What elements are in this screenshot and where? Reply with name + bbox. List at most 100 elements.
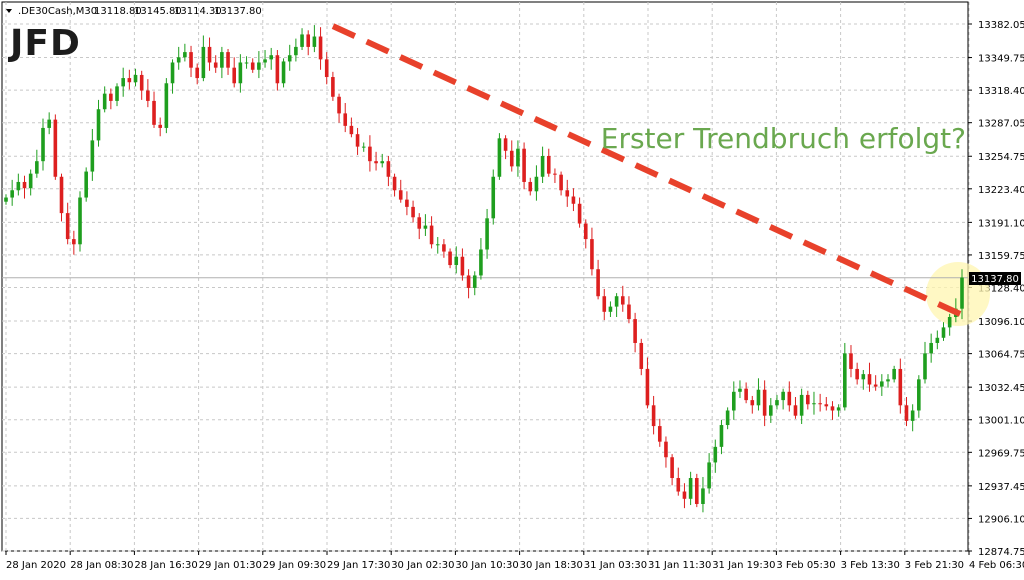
candle [201,35,206,82]
x-axis: 28 Jan 2020 28 Jan 08:30 28 Jan 16:30 29 Ja… [5,551,1024,571]
candle [472,271,477,296]
candle-body [312,36,317,47]
candle-body [633,319,637,343]
candle-body [676,478,681,492]
y-tick-label: 13191.10 [978,218,1024,229]
candle [4,194,8,205]
plot-frame [1,1,969,552]
y-tick-label: 12906.10 [978,514,1024,525]
y-tick-label: 12969.75 [978,448,1024,459]
ohlc-high: 13145.80 [134,6,182,17]
candle [824,396,829,411]
candle [830,401,835,420]
candle-body [158,124,162,128]
candle [861,369,866,390]
y-tick-label: 13128.40 [978,284,1024,295]
candle [577,197,582,228]
candle [540,146,545,183]
candle [707,453,711,494]
candle-body [904,405,909,421]
candle-body [670,457,674,479]
candle-body [645,368,650,406]
candle [183,43,187,62]
candle [47,112,51,135]
candle-body [799,394,804,416]
candle-body [53,119,58,177]
grid-lines [2,2,970,552]
candle-body [207,46,212,63]
candle-body [559,174,563,191]
candle-body [553,173,557,175]
x-tick-label: 28 Jan 08:30 [70,560,133,571]
candle-body [830,406,835,411]
candle [41,118,45,171]
x-tick-label: 28 Jan 16:30 [134,560,197,571]
candle-body [713,446,718,463]
candle-body [849,353,853,369]
candle [337,93,341,123]
candle-body [694,478,699,504]
candle-body [96,109,101,141]
candle [485,208,489,259]
candle-body [22,181,27,189]
candle-body [546,155,551,174]
candle-body [281,61,286,84]
candle-body [78,197,82,245]
candle [133,68,138,87]
candle-body [947,317,952,328]
candle-body [873,384,878,387]
candle-body [886,379,890,382]
candle-body [355,134,360,147]
candle [873,375,878,391]
candle-body [28,173,33,189]
candle [590,227,594,276]
x-tick-label: 30 Jan 10:30 [455,560,518,571]
candle-body [688,478,693,499]
x-tick-label: 4 Feb 06:30 [969,560,1024,571]
candle-body [608,306,613,312]
candle-body [577,203,582,224]
candle-body [960,277,964,309]
candle [602,288,607,321]
candle-body [189,52,193,68]
candle-body [201,46,206,79]
x-tick-label: 30 Jan 18:30 [520,560,583,571]
candle-body [47,119,51,128]
candle-body [257,62,261,70]
candle-body [386,161,391,177]
candle [146,79,150,108]
candle [793,396,798,419]
candle-body [213,62,218,68]
candle [454,246,459,274]
candle-body [226,52,230,68]
candle [627,296,631,324]
candle [620,285,625,312]
candle-body [750,400,755,406]
candle [115,83,119,107]
candle [294,38,298,62]
candle [220,46,224,79]
candle-body [84,171,88,198]
candle [799,388,804,425]
candle [608,301,613,318]
candle-body [738,388,742,392]
candle [713,439,718,473]
candle-body [707,462,711,489]
candle-body [139,74,144,91]
candle [35,149,39,178]
candle [559,171,563,196]
dropdown-arrow-icon[interactable] [6,9,12,13]
candle [22,175,27,199]
candle [867,362,872,392]
candle [546,148,551,177]
candle [836,404,841,417]
candle-body [417,217,422,229]
candle [423,214,428,236]
candle-body [892,368,896,380]
candle [343,103,348,133]
candle-body [725,410,730,426]
candle [571,188,576,212]
candle [806,390,810,410]
